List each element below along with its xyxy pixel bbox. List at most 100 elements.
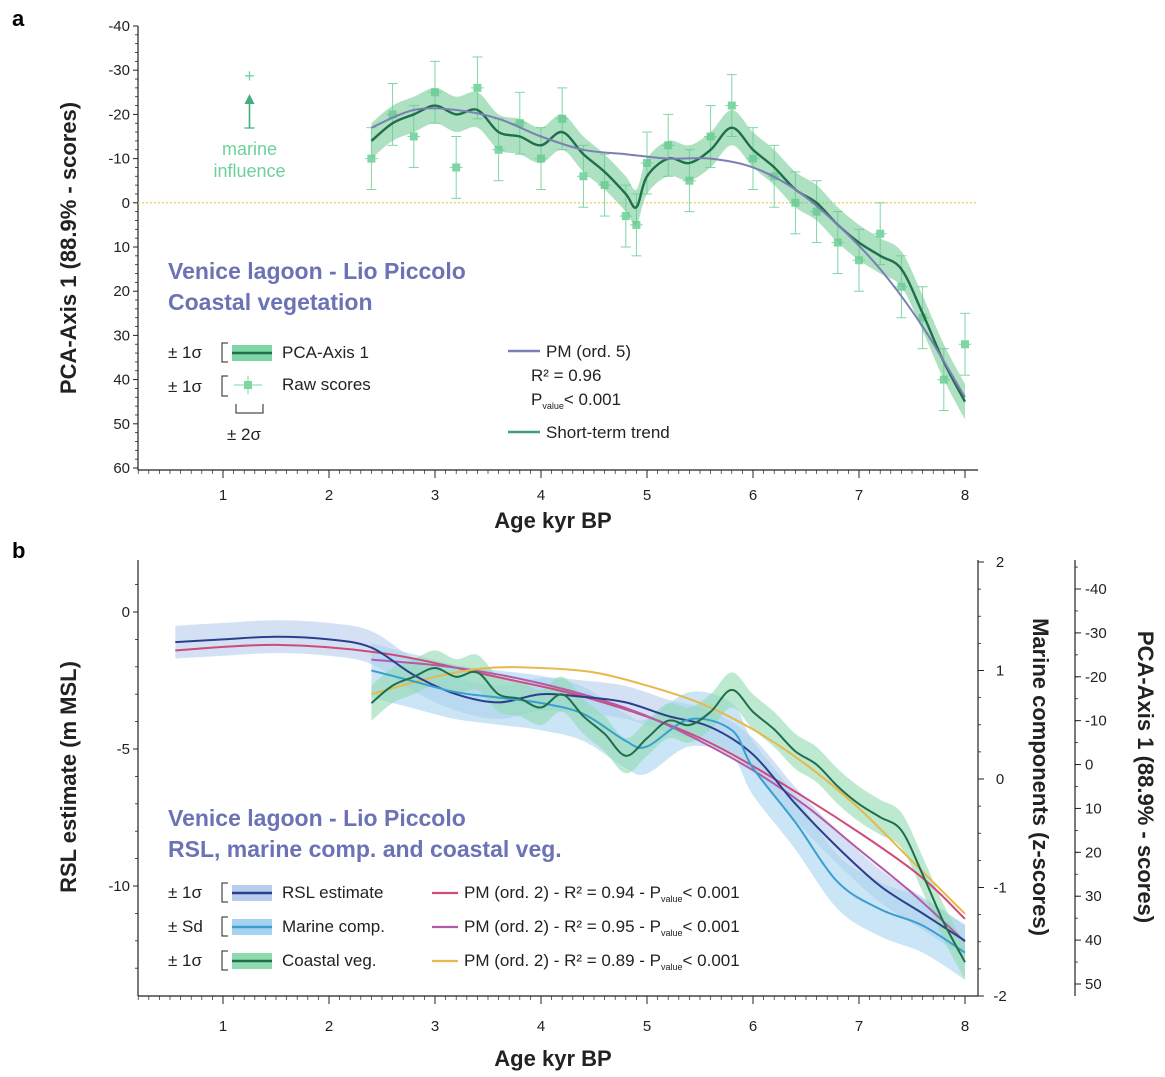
- y-right2-tick-label: 0: [1085, 757, 1093, 774]
- arrow-head-icon: [244, 94, 255, 104]
- y-tick-label: -10: [108, 151, 130, 168]
- y-right2-tick-label: 50: [1085, 976, 1102, 993]
- legend-pm-label: PM (ord. 2) - R² = 0.89 - Pvalue< 0.001: [464, 951, 740, 972]
- panel-b-letter: b: [12, 538, 25, 563]
- x-tick-label: 2: [325, 1018, 333, 1035]
- legend-bracket: [221, 882, 228, 903]
- x-tick-label: 2: [325, 487, 333, 504]
- x-axis-title: Age kyr BP: [494, 1046, 611, 1071]
- panel-a-letter: a: [12, 6, 25, 31]
- y-right1-tick-label: -2: [993, 988, 1006, 1005]
- raw-score-point: [579, 172, 588, 181]
- marine-line: [371, 669, 966, 954]
- legend-sigma-1: ± 1σ: [168, 343, 203, 362]
- legend-bracket: [221, 375, 228, 397]
- x-tick-label: 1: [219, 487, 227, 504]
- y-left-axis-title: RSL estimate (m MSL): [56, 661, 81, 893]
- raw-score-point: [876, 229, 885, 238]
- y-tick-label: 0: [122, 195, 130, 212]
- x-tick-label: 6: [749, 487, 757, 504]
- x-tick-label: 5: [643, 1018, 651, 1035]
- legend-raw-marker: [244, 381, 252, 389]
- y-left-tick-label: 0: [122, 604, 130, 621]
- y-tick-label: 20: [113, 283, 130, 300]
- legend-2sigma: ± 2σ: [227, 425, 262, 444]
- legend-pca-label: PCA-Axis 1: [282, 343, 369, 362]
- coastal-line: [370, 666, 966, 963]
- y-axis-title: PCA-Axis 1 (88.9% - scores): [56, 102, 81, 394]
- chart-title-line1: Venice lagoon - Lio Piccolo: [168, 805, 466, 831]
- x-tick-label: 3: [431, 1018, 439, 1035]
- annotation-influence: influence: [213, 161, 285, 181]
- raw-score-point: [621, 212, 630, 221]
- y-right1-tick-label: 0: [996, 771, 1004, 788]
- rsl-line: [175, 635, 966, 942]
- legend-prefix: ± 1σ: [168, 951, 203, 970]
- pm-marine-line: [371, 658, 966, 943]
- legend-series-label: RSL estimate: [282, 883, 383, 902]
- y-left-tick-label: -10: [108, 878, 130, 895]
- chart-title-line2: Coastal vegetation: [168, 289, 373, 315]
- y-right2-tick-label: -40: [1085, 581, 1107, 598]
- x-tick-label: 3: [431, 487, 439, 504]
- legend-short-term-label: Short-term trend: [546, 423, 670, 442]
- raw-score-point: [473, 83, 482, 92]
- legend-raw-label: Raw scores: [282, 375, 371, 394]
- legend-bracket: [221, 950, 228, 971]
- pca-axis-line: [370, 104, 967, 403]
- y-right1-tick-label: -1: [993, 880, 1006, 897]
- y-right2-tick-label: 20: [1085, 844, 1102, 861]
- pm-rsl-line: [175, 643, 966, 920]
- legend-prefix: ± 1σ: [168, 883, 203, 902]
- x-axis-title: Age kyr BP: [494, 508, 611, 533]
- legend-sigma-2: ± 1σ: [168, 377, 203, 396]
- y-right1-tick-label: 2: [996, 554, 1004, 571]
- legend-prefix: ± Sd: [168, 917, 203, 936]
- y-tick-label: -20: [108, 106, 130, 123]
- legend-series-label: Marine comp.: [282, 917, 385, 936]
- legend-pm-label: PM (ord. 2) - R² = 0.94 - Pvalue< 0.001: [464, 883, 740, 904]
- x-tick-label: 6: [749, 1018, 757, 1035]
- y-right2-tick-label: 30: [1085, 888, 1102, 905]
- raw-score-point: [727, 101, 736, 110]
- x-tick-label: 1: [219, 1018, 227, 1035]
- y-tick-label: -40: [108, 18, 130, 35]
- legend-pm-label: PM (ord. 5): [546, 342, 631, 361]
- legend-r2: R² = 0.96: [531, 366, 601, 385]
- plus-icon: +: [244, 66, 255, 86]
- y-right2-tick-label: -20: [1085, 669, 1107, 686]
- legend-pvalue: Pvalue< 0.001: [531, 390, 621, 411]
- y-tick-label: -30: [108, 62, 130, 79]
- chart-title-line2: RSL, marine comp. and coastal veg.: [168, 836, 562, 862]
- y-tick-label: 30: [113, 327, 130, 344]
- pm-coastal-line: [371, 666, 966, 915]
- y-tick-label: 60: [113, 460, 130, 477]
- x-tick-label: 4: [537, 487, 545, 504]
- panel-a: -40 -30 -20 -10 0 10 20 30 40 50 60 1 2 3 4 5 6 7 8 Age kyr…: [56, 18, 978, 533]
- legend-bracket: [221, 342, 228, 363]
- x-tick-label: 5: [643, 487, 651, 504]
- pca-axis-band: [371, 87, 965, 420]
- legend-bracket: [221, 916, 228, 937]
- y-tick-label: 50: [113, 416, 130, 433]
- legend-pm-label: PM (ord. 2) - R² = 0.95 - Pvalue< 0.001: [464, 917, 740, 938]
- y-right2-axis-title: PCA-Axis 1 (88.9% - scores): [1133, 631, 1158, 923]
- legend-bracket: [235, 404, 264, 414]
- y-right2-tick-label: -10: [1085, 713, 1107, 730]
- y-right2-tick-label: 40: [1085, 932, 1102, 949]
- y-right1-tick-label: 1: [996, 663, 1004, 680]
- raw-score-point: [409, 132, 418, 141]
- y-right2-tick-label: 10: [1085, 800, 1102, 817]
- x-tick-label: 7: [855, 1018, 863, 1035]
- y-right1-axis-title: Marine components (z-scores): [1028, 618, 1053, 936]
- y-tick-label: 10: [113, 239, 130, 256]
- x-tick-label: 4: [537, 1018, 545, 1035]
- annotation-marine: marine: [222, 139, 277, 159]
- y-left-tick-label: -5: [117, 741, 130, 758]
- y-right2-tick-label: -30: [1085, 625, 1107, 642]
- chart-title-line1: Venice lagoon - Lio Piccolo: [168, 258, 466, 284]
- pm-ord5-line: [371, 107, 966, 398]
- x-tick-label: 8: [961, 1018, 969, 1035]
